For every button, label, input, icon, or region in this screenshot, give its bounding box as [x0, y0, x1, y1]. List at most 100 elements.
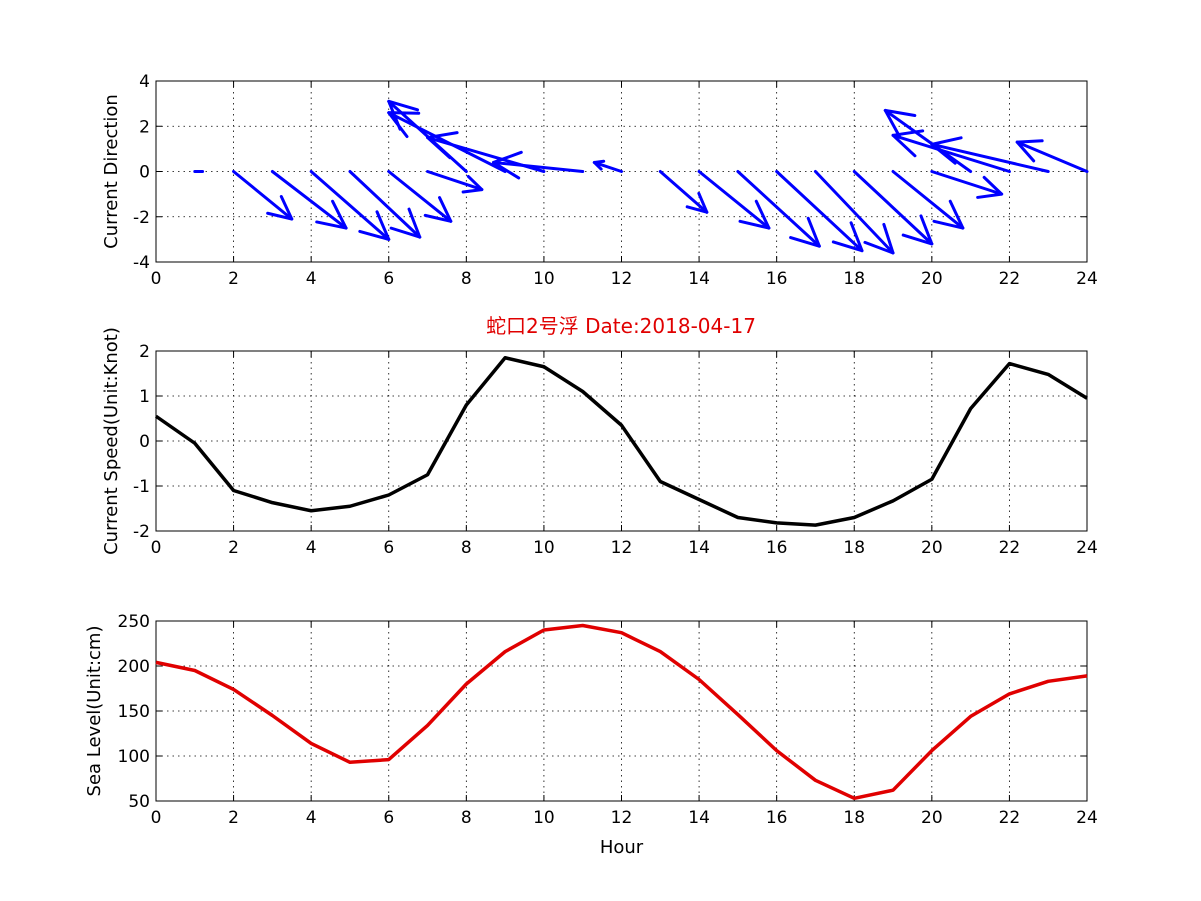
current-arrow: [813, 170, 895, 255]
current-arrow-shaft: [852, 170, 934, 246]
current-arrow-head: [266, 195, 294, 221]
current-arrow-head: [891, 129, 925, 158]
sea-level-y-tick-label: 100: [118, 747, 150, 767]
current-arrow-shaft: [309, 170, 391, 241]
sea-level-x-tick-label: 18: [843, 808, 865, 828]
current-direction-y-axis-label: Current Direction: [101, 94, 122, 249]
sea-level-y-axis-label: Sea Level(Unit:cm): [84, 626, 105, 797]
current-direction-y-tick-label: 0: [139, 163, 150, 183]
current-arrow-shaft: [658, 170, 709, 214]
current-arrow-head: [685, 191, 709, 214]
current-arrow: [775, 170, 864, 253]
current-arrow-head: [976, 175, 1004, 199]
current-arrow-shaft: [1015, 140, 1089, 173]
current-speed-x-tick-label: 0: [151, 538, 162, 558]
current-arrow-head: [863, 222, 895, 255]
current-arrow-shaft: [891, 170, 965, 230]
sea-level-x-tick-label: 4: [306, 808, 317, 828]
current-arrow-shaft: [775, 170, 864, 253]
sea-level-x-tick-label: 16: [766, 808, 788, 828]
current-arrow-head: [461, 174, 484, 194]
current-speed-x-tick-label: 12: [611, 538, 633, 558]
current-direction-x-tick-label: 10: [533, 269, 555, 289]
current-arrow: [232, 170, 294, 221]
current-arrow-head: [592, 159, 606, 171]
sea-level-x-tick-label: 10: [533, 808, 555, 828]
current-arrow-head: [932, 199, 965, 230]
current-direction-x-tick-label: 14: [688, 269, 710, 289]
sea-level-x-tick-label: 6: [383, 808, 394, 828]
figure-title: 蛇口2号浮 Date:2018-04-17: [486, 314, 756, 338]
current-arrow-shaft: [736, 170, 821, 248]
current-arrow-shaft: [930, 170, 1004, 196]
current-arrow-head: [387, 111, 421, 139]
current-speed-y-tick-label: -2: [133, 522, 150, 542]
current-arrow-shaft: [891, 133, 1011, 173]
current-speed-x-tick-label: 10: [533, 538, 555, 558]
current-arrow-head: [423, 196, 453, 223]
current-arrow: [592, 159, 623, 173]
sea-level-x-tick-label: 0: [151, 808, 162, 828]
current-arrow-head: [426, 131, 459, 160]
current-speed-y-tick-label: -1: [133, 477, 150, 497]
current-arrow-head: [1015, 139, 1044, 163]
current-speed-y-tick-label: 1: [139, 387, 150, 407]
current-arrow-head: [789, 216, 821, 248]
current-arrow-head: [358, 210, 391, 241]
current-arrow: [270, 170, 348, 230]
current-arrow-head: [315, 199, 348, 230]
sea-level-x-axis-label: Hour: [600, 837, 644, 858]
current-arrow: [697, 170, 771, 230]
current-arrow: [491, 150, 585, 180]
current-speed-x-tick-label: 8: [461, 538, 472, 558]
current-arrow-shaft: [232, 170, 294, 221]
current-direction-x-tick-label: 12: [611, 269, 633, 289]
current-direction-y-tick-label: 4: [139, 72, 150, 92]
current-speed-y-axis-label: Current Speed(Unit:Knot): [101, 327, 122, 555]
current-speed-x-tick-label: 16: [766, 538, 788, 558]
current-arrow-shaft: [697, 170, 771, 230]
sea-level-x-tick-label: 2: [228, 808, 239, 828]
current-speed-x-tick-label: 20: [921, 538, 943, 558]
current-arrow-head: [901, 214, 934, 246]
current-arrow: [891, 170, 965, 230]
current-arrow-shaft: [348, 170, 422, 239]
sea-level-y-tick-label: 250: [118, 612, 150, 632]
current-direction-x-tick-label: 16: [766, 269, 788, 289]
current-direction-x-tick-label: 24: [1076, 269, 1098, 289]
sea-level-y-tick-label: 150: [118, 702, 150, 722]
current-arrow-shaft: [930, 142, 1050, 173]
current-arrow: [348, 170, 422, 239]
current-arrow: [426, 170, 484, 194]
current-arrow-shaft: [387, 170, 453, 223]
current-arrow-shaft: [883, 108, 973, 173]
current-speed-x-tick-label: 6: [383, 538, 394, 558]
current-arrow: [387, 170, 453, 223]
current-arrow-shaft: [270, 170, 348, 230]
current-arrow-head: [491, 150, 523, 180]
sea-level-x-tick-label: 14: [688, 808, 710, 828]
current-speed-axes-frame: [155, 350, 1088, 532]
current-direction-x-tick-label: 20: [921, 269, 943, 289]
current-speed-y-tick-label: 2: [139, 342, 150, 362]
current-speed-x-tick-label: 24: [1076, 538, 1098, 558]
current-direction-y-tick-label: -4: [133, 253, 150, 273]
current-arrow-head: [930, 136, 963, 165]
current-arrow-head: [831, 221, 864, 253]
sea-level-x-tick-label: 22: [999, 808, 1021, 828]
current-direction-x-tick-label: 18: [843, 269, 865, 289]
sea-level-x-tick-label: 12: [611, 808, 633, 828]
current-arrow-shaft: [491, 160, 585, 173]
current-direction-x-tick-label: 0: [151, 269, 162, 289]
current-arrow: [309, 170, 391, 241]
current-arrow-head: [387, 99, 420, 131]
current-arrow: [736, 170, 821, 248]
current-speed-x-tick-label: 18: [843, 538, 865, 558]
current-speed-x-tick-label: 22: [999, 538, 1021, 558]
current-arrow: [852, 170, 934, 246]
sea-level-y-tick-label: 200: [118, 657, 150, 677]
